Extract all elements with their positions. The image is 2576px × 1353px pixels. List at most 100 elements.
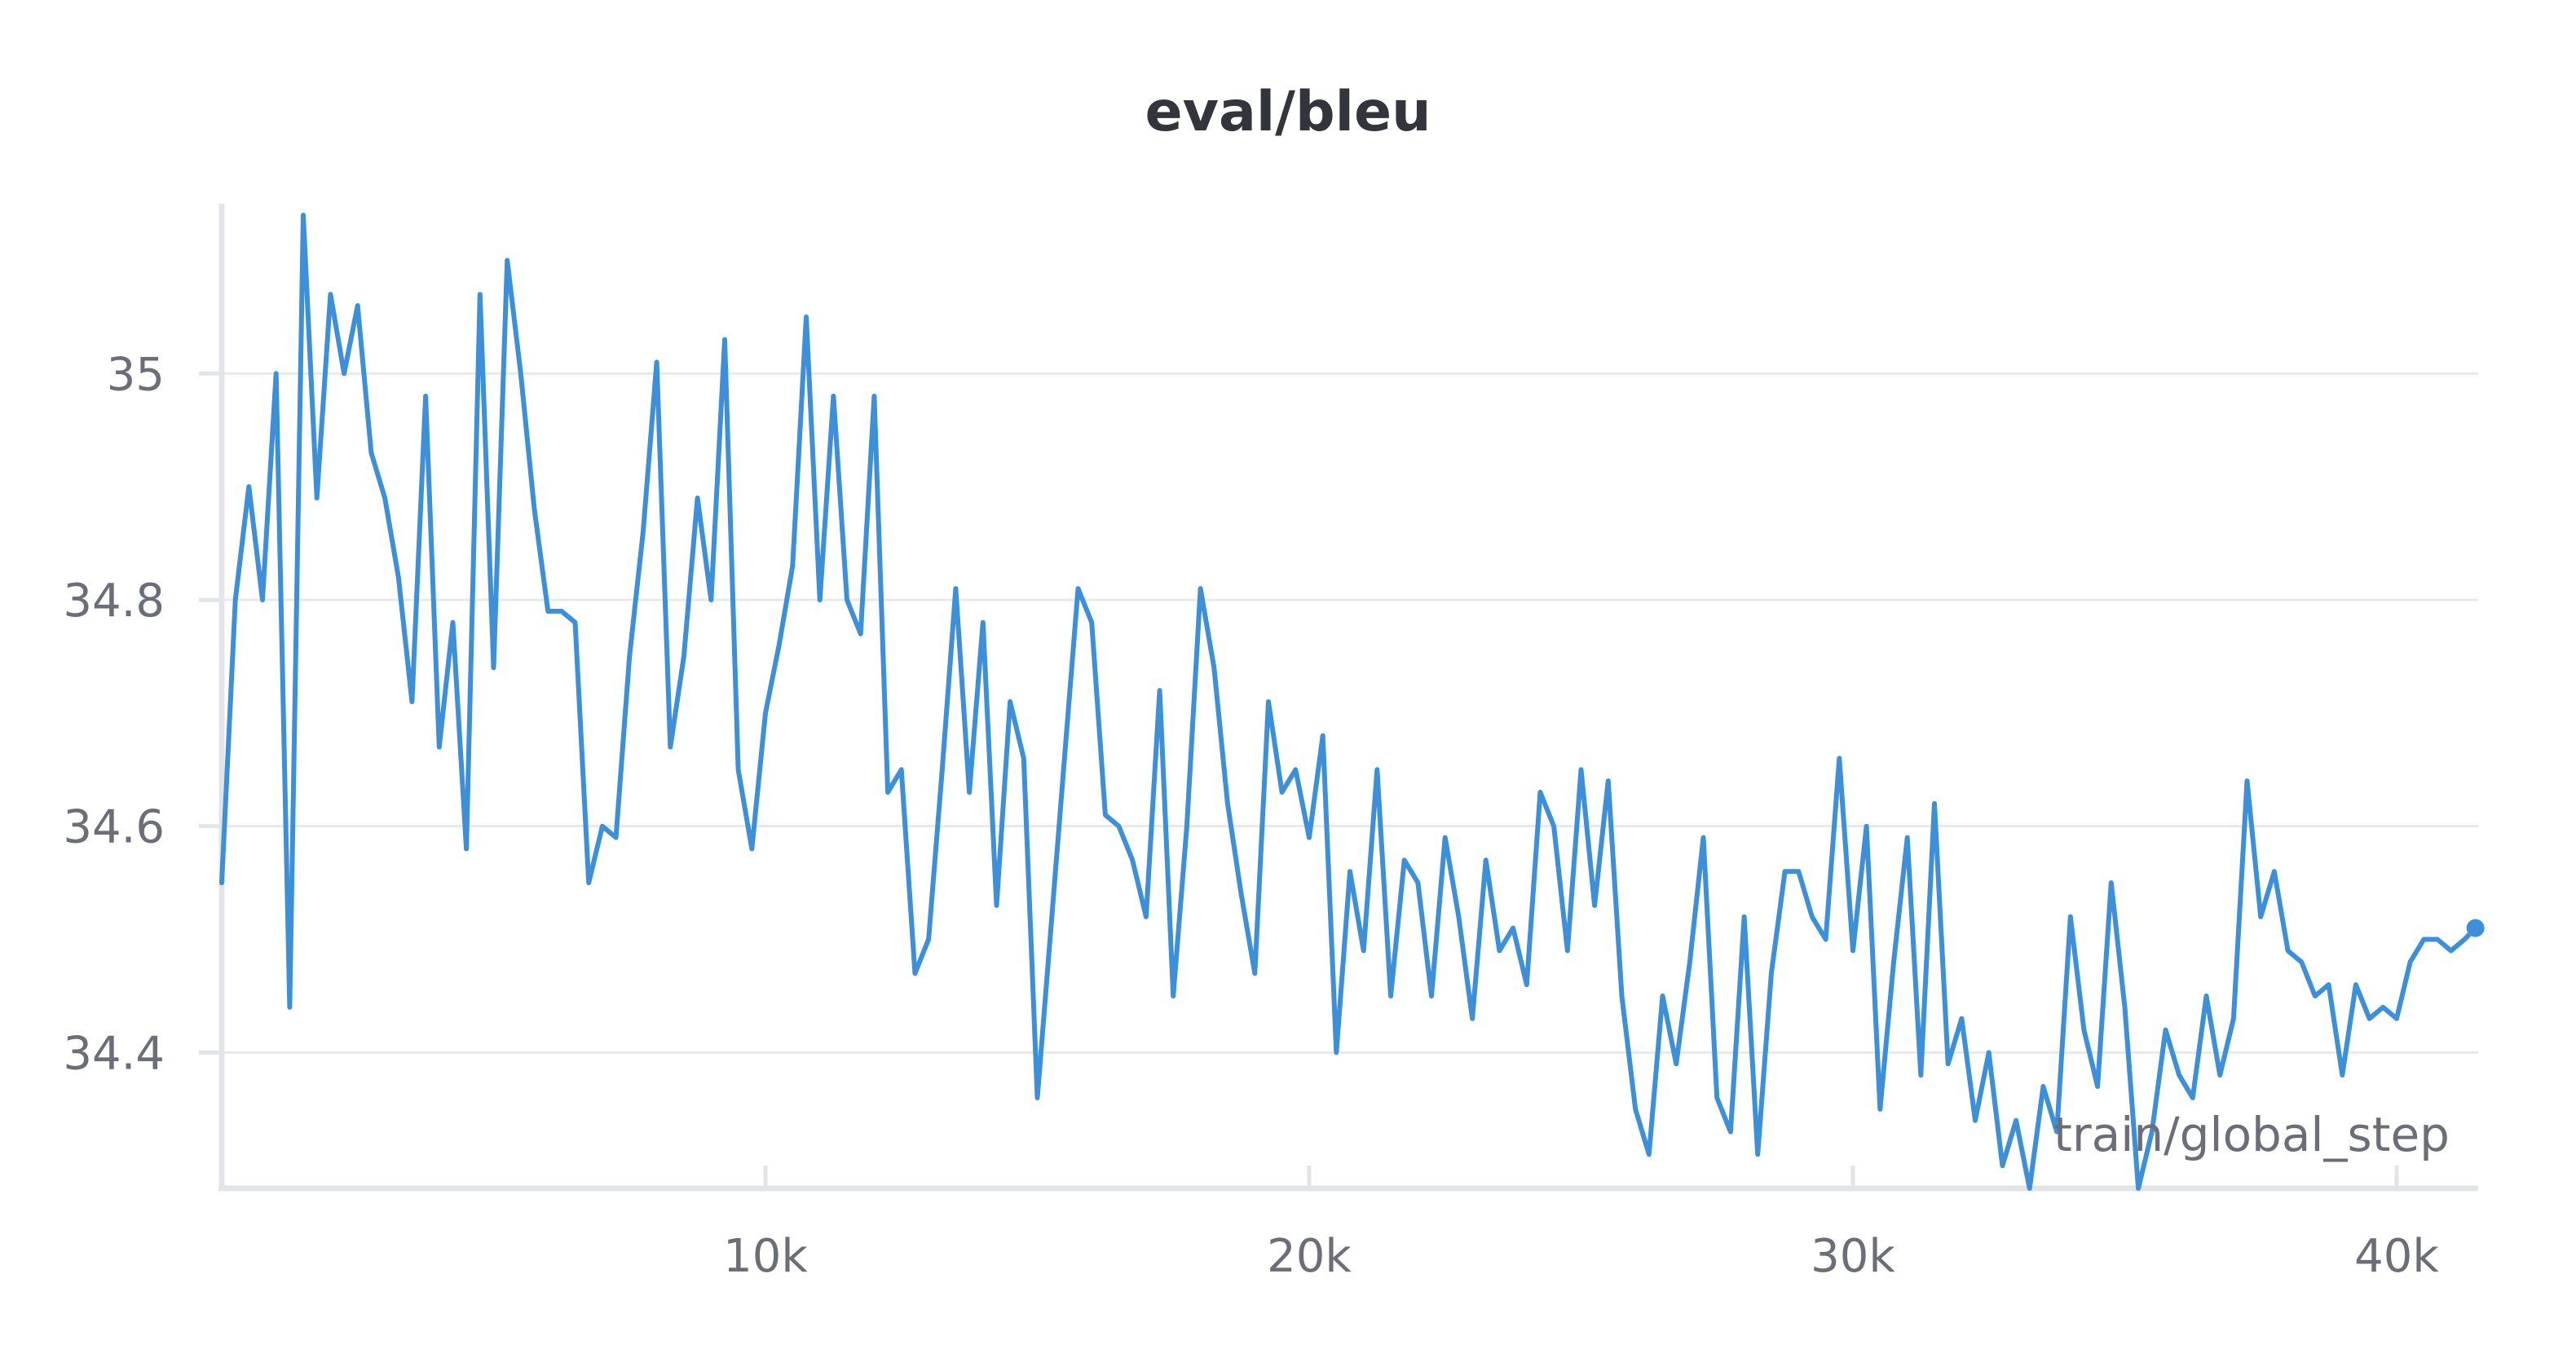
x-tick-label: 30k [1811,1230,1895,1283]
data-point [2109,880,2114,885]
data-point [2449,948,2454,953]
data-point [1891,959,1896,964]
data-point [315,496,320,500]
data-point [1117,824,1122,829]
data-point [1687,959,1692,964]
data-point [2231,1016,2236,1021]
data-point [2272,869,2277,874]
data-point [1402,857,1407,862]
data-point [1769,971,1774,976]
data-point [1008,699,1012,704]
data-point [1198,586,1203,591]
data-point [1647,1152,1652,1157]
data-point [1973,1118,1978,1123]
data-point [2408,959,2413,964]
data-point [1374,767,1379,772]
data-point [777,643,782,648]
data-point [2122,1005,2127,1010]
data-point [355,303,360,308]
data-point [1592,903,1597,908]
data-point [368,450,373,455]
data-point [953,586,958,591]
data-point [1959,1016,1964,1021]
data-point [2380,1005,2385,1010]
data-point [2204,994,2209,998]
data-point [233,597,238,602]
data-point [559,609,564,614]
data-point [885,790,890,795]
data-point [1334,1050,1339,1055]
data-point [1701,835,1706,840]
data-point [342,371,346,376]
data-point [1361,948,1366,953]
x-tick-label: 10k [723,1230,808,1283]
data-point [2286,948,2291,953]
data-point [274,371,279,376]
data-point [1184,824,1189,829]
data-point [1728,1130,1733,1135]
data-point [1578,767,1583,772]
data-point [926,937,931,942]
data-point [912,971,917,976]
data-point [1089,620,1094,625]
data-point [1456,914,1461,919]
data-point [804,315,809,320]
data-point [1062,756,1067,760]
data-point [2040,1084,2045,1089]
data-point [1619,994,1624,998]
data-point [478,292,483,297]
data-point [2340,1073,2344,1078]
data-point [1537,790,1542,795]
chart-title: eval/bleu [1145,80,1431,144]
data-point [681,654,686,659]
data-point [1429,994,1434,998]
data-point [1103,813,1108,818]
data-point [967,790,972,795]
data-point [1714,1095,1719,1100]
data-point [1551,824,1556,829]
data-point [1130,857,1135,862]
data-point [1742,914,1747,919]
data-point [2367,1016,2372,1021]
data-point [858,632,863,637]
data-point [382,496,387,500]
data-point [2394,1016,2399,1021]
data-point [287,1005,292,1010]
data-point [641,530,646,535]
data-point [2299,959,2304,964]
last-point-marker [2466,919,2485,937]
data-point [2313,994,2318,998]
data-point [2014,1118,2018,1123]
data-point [1783,869,1788,874]
data-point [1864,824,1869,829]
data-point [940,767,945,772]
data-point [1511,926,1515,931]
data-point [600,824,605,829]
data-point [1252,971,1257,976]
data-point [1633,1107,1638,1112]
data-point [450,620,455,625]
data-point [1824,937,1828,942]
data-point [1470,1016,1475,1021]
data-point [1918,1073,1923,1078]
data-point [1211,665,1216,670]
data-point [1755,1152,1760,1157]
data-point [1321,734,1325,738]
data-point [2081,1028,2086,1033]
data-point [396,575,401,580]
data-point [2245,778,2250,783]
data-point [2177,1073,2181,1078]
data-point [1239,892,1244,897]
data-point [491,665,496,670]
data-point [1661,994,1665,998]
data-point [1034,1095,1039,1100]
data-point [2068,914,2073,919]
data-point [2000,1163,2005,1168]
data-point [1524,982,1529,987]
data-point [763,711,768,716]
series-line [219,212,2478,1191]
data-point [981,620,986,625]
series [219,212,2485,1191]
